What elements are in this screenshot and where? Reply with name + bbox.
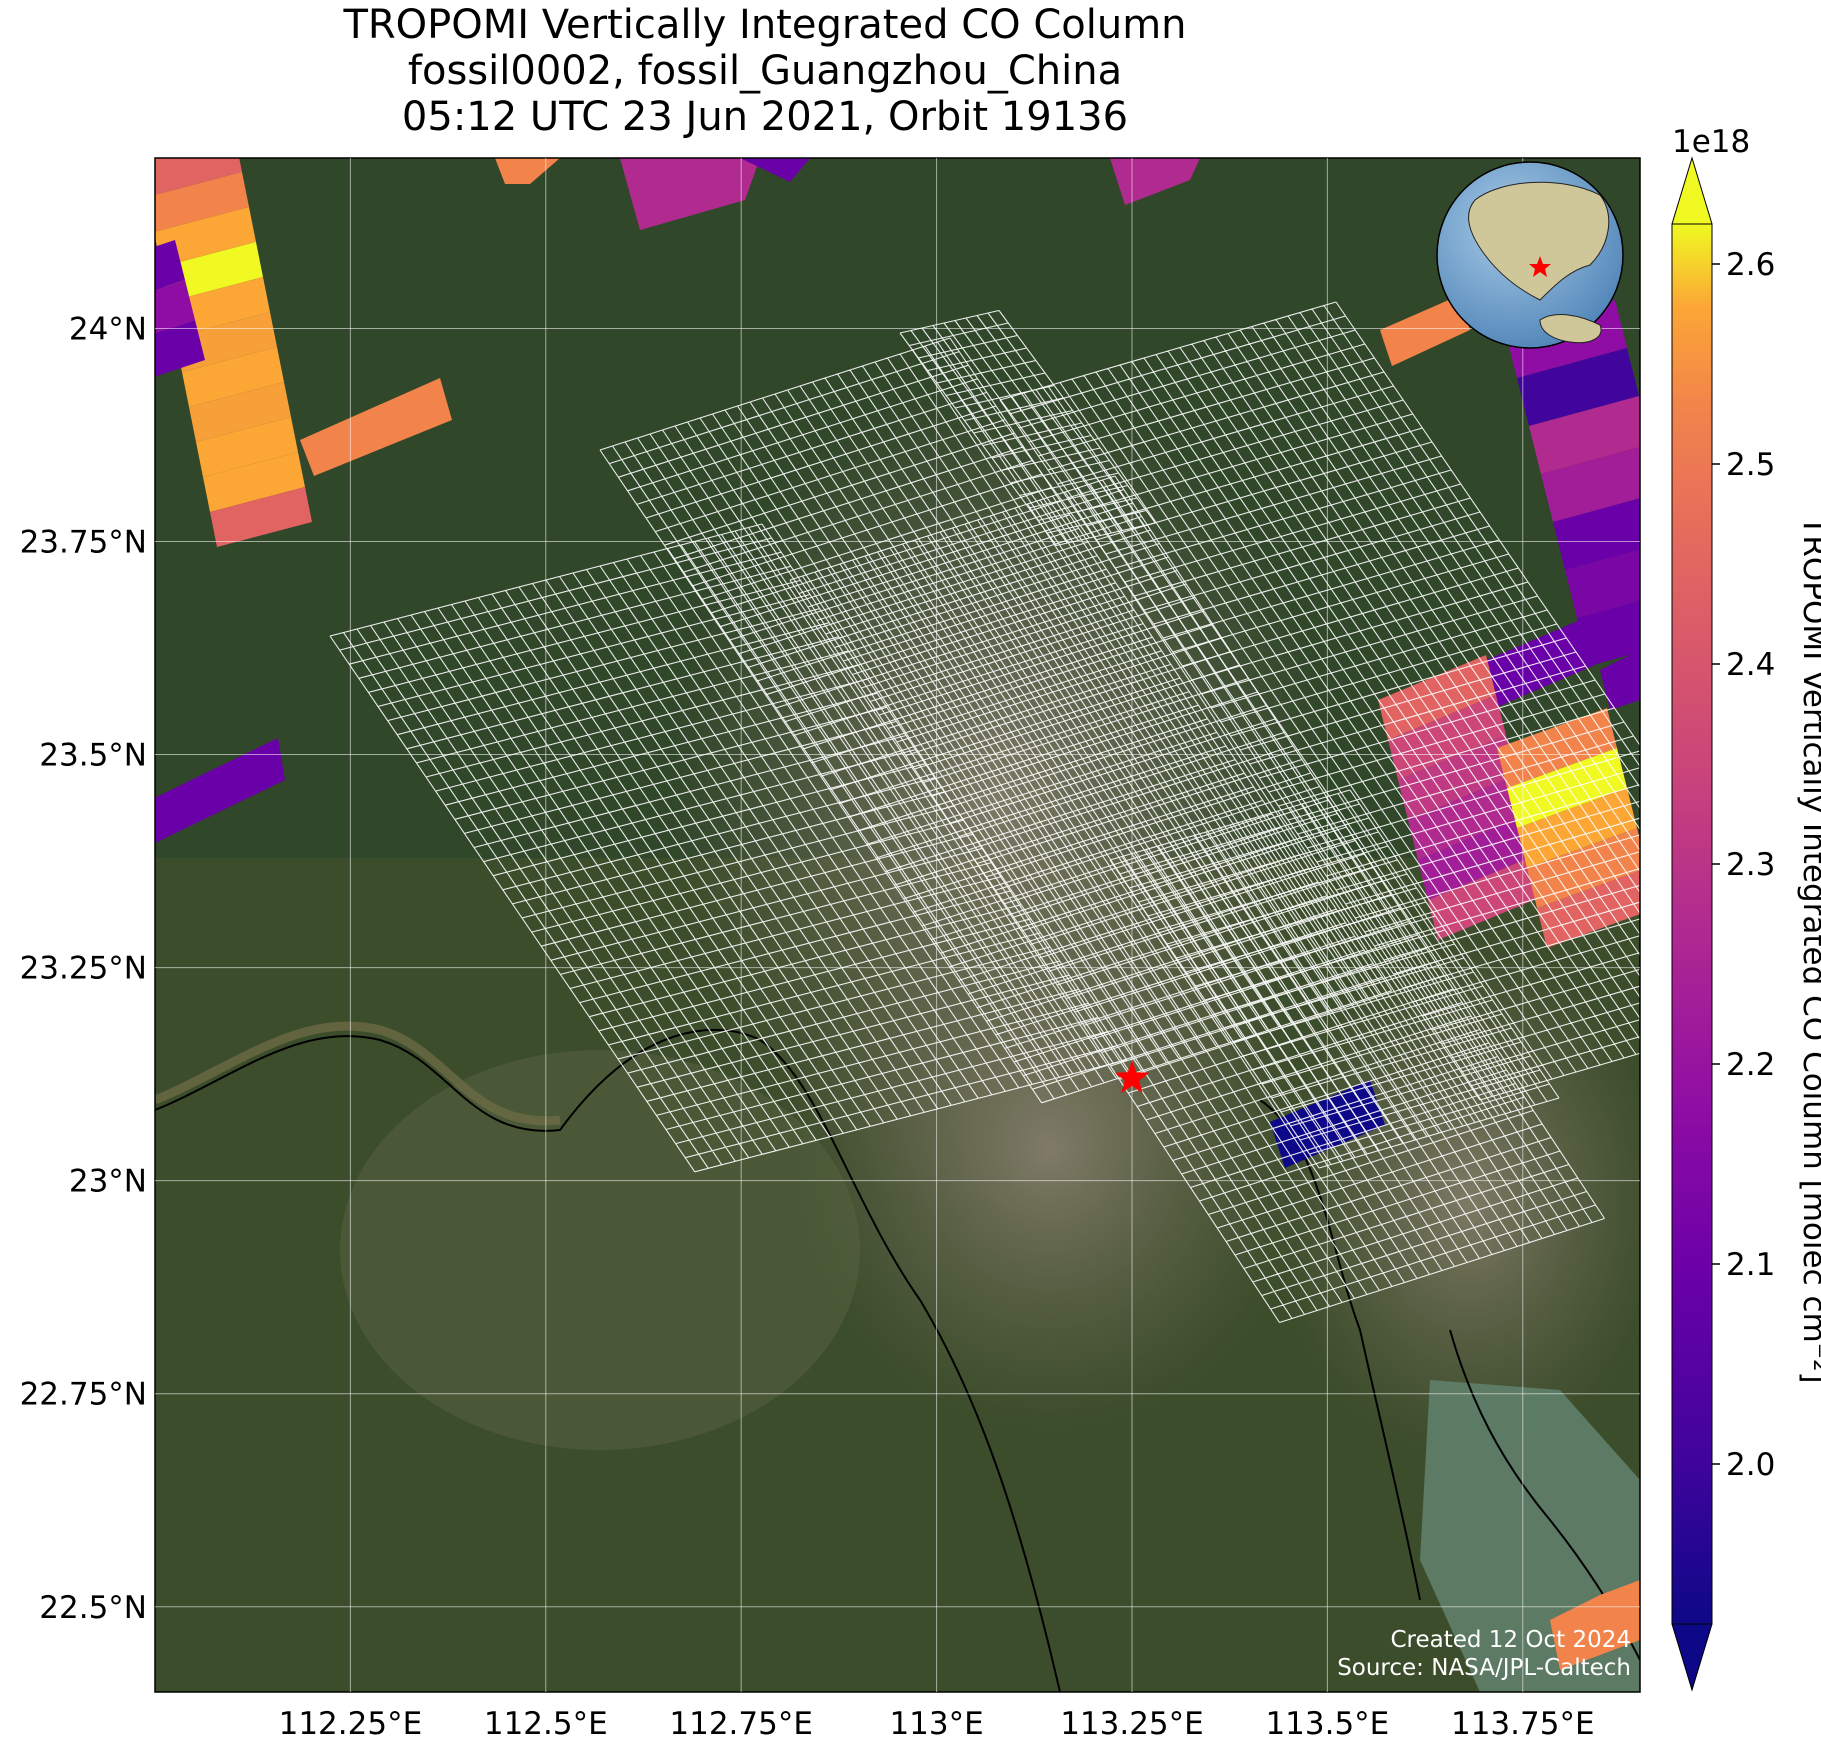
co-pixel xyxy=(155,320,205,377)
co-pixel xyxy=(203,452,305,512)
co-column-overlay xyxy=(155,158,1640,1670)
co-pixel xyxy=(182,347,284,407)
lat-tick-label: 23°N xyxy=(69,1164,147,1200)
co-pixel xyxy=(1475,620,1595,710)
co-pixel xyxy=(1378,655,1496,740)
co-pixel xyxy=(1565,549,1640,618)
axis-tick-labels: 112.25°E 112.5°E 112.75°E 113°E 113.25°E 113.… xyxy=(20,311,1595,1739)
co-pixel xyxy=(196,417,298,477)
colorbar-tick-label: 2.0 xyxy=(1726,1447,1775,1483)
co-pixel xyxy=(1507,748,1627,828)
lon-tick-label: 113.25°E xyxy=(1060,1706,1204,1739)
chart-title-line-1: TROPOMI Vertically Integrated CO Column xyxy=(343,2,1187,48)
co-pixel xyxy=(210,487,312,547)
gridlines xyxy=(155,158,1640,1692)
co-pixel xyxy=(189,382,291,442)
colorbar-tick-label: 2.3 xyxy=(1726,847,1775,883)
co-pixel xyxy=(1529,396,1640,474)
co-pixel xyxy=(740,158,810,182)
co-pixel xyxy=(155,738,285,843)
co-pixel xyxy=(495,158,560,184)
lon-tick-label: 112.25°E xyxy=(279,1706,423,1739)
colorbar-tick-label: 2.4 xyxy=(1726,647,1775,683)
inset-globe xyxy=(1436,161,1624,349)
co-pixel xyxy=(1408,775,1526,860)
lat-tick-label: 23.25°N xyxy=(20,951,147,987)
lat-tick-label: 24°N xyxy=(69,311,147,347)
co-pixel xyxy=(1600,650,1640,710)
co-pixel xyxy=(1550,1580,1640,1670)
colorbar-tick-label: 2.6 xyxy=(1726,247,1775,283)
co-pixel xyxy=(155,240,185,290)
colorbar-under-arrow xyxy=(1671,1623,1713,1692)
colorbar-tick-label: 2.1 xyxy=(1726,1247,1775,1283)
co-pixel xyxy=(1398,735,1516,820)
colorbar-label: TROPOMI Vertically Integrated CO Column … xyxy=(1796,515,1821,1383)
colorbar-multiplier: 1e18 xyxy=(1672,124,1750,160)
co-pixel xyxy=(1517,348,1639,426)
co-pixel xyxy=(1497,708,1617,788)
co-pixel xyxy=(155,280,195,334)
co-pixel xyxy=(1517,788,1637,868)
co-pixel xyxy=(620,158,760,230)
co-pixel xyxy=(300,378,452,476)
co-pixel xyxy=(155,207,256,267)
lon-tick-label: 113.75°E xyxy=(1451,1706,1595,1739)
source-credit: Source: NASA/JPL-Caltech xyxy=(1337,1655,1631,1681)
colorbar: 2.0 2.1 2.2 2.3 2.4 2.5 2.6 1e18 TROPOMI Verti… xyxy=(1671,124,1821,1692)
co-pixel xyxy=(155,172,249,232)
co-pixel xyxy=(1418,815,1536,900)
colorbar-gradient xyxy=(1671,223,1713,1625)
retrieval-pixel-grid xyxy=(899,309,1156,547)
chart-title-line-3: 05:12 UTC 23 Jun 2021, Orbit 19136 xyxy=(401,94,1129,140)
co-pixel xyxy=(1380,295,1470,366)
co-pixel xyxy=(1577,600,1640,666)
lon-tick-label: 112.75°E xyxy=(669,1706,813,1739)
lon-tick-label: 112.5°E xyxy=(484,1706,608,1739)
map-frame xyxy=(154,157,1641,1693)
co-pixel xyxy=(1553,498,1640,570)
retrieval-pixel-grid xyxy=(1109,789,1560,1169)
lon-tick-label: 113°E xyxy=(889,1706,983,1739)
lon-tick-label: 113.5°E xyxy=(1265,1706,1389,1739)
lat-tick-label: 22.75°N xyxy=(20,1377,147,1413)
co-pixel xyxy=(1541,447,1640,522)
co-pixel xyxy=(1428,855,1546,940)
lat-tick-label: 23.75°N xyxy=(20,525,147,561)
colorbar-tick-label: 2.2 xyxy=(1726,1047,1775,1083)
retrieval-pixel-grid xyxy=(999,301,1640,1101)
colorbar-tick-label: 2.5 xyxy=(1726,447,1775,483)
created-date: Created 12 Oct 2024 xyxy=(1390,1627,1631,1653)
target-marker xyxy=(1114,1060,1150,1093)
lat-tick-label: 23.5°N xyxy=(39,738,147,774)
retrieval-pixel-grid xyxy=(599,337,1393,1104)
co-pixel xyxy=(1537,870,1640,948)
chart-title-line-2: fossil0002, fossil_Guangzhou_China xyxy=(407,48,1123,94)
colorbar-over-arrow xyxy=(1671,156,1713,225)
lat-tick-label: 22.5°N xyxy=(39,1590,147,1626)
co-pixel xyxy=(155,158,242,195)
co-pixel xyxy=(1110,158,1200,205)
red-star-icon xyxy=(1114,1060,1150,1093)
